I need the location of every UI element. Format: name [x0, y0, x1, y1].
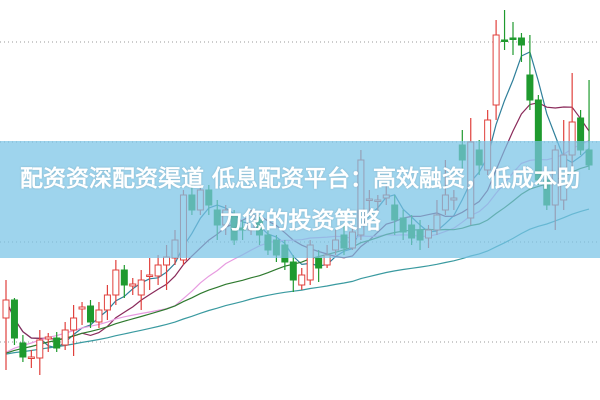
candle-body — [103, 294, 111, 311]
candle-body — [509, 37, 517, 40]
candle-body — [298, 274, 306, 286]
candle-body — [2, 299, 10, 319]
candle-body — [44, 336, 52, 340]
candle — [526, 35, 534, 110]
candle-body — [36, 339, 44, 359]
candle-body — [289, 261, 297, 281]
candle — [2, 280, 10, 370]
candle — [19, 335, 27, 362]
candle — [53, 332, 61, 352]
candle-body — [501, 39, 509, 42]
candle-body — [19, 342, 27, 358]
candle-body — [53, 337, 61, 349]
candle — [289, 255, 297, 292]
candle-body — [129, 283, 137, 287]
candle — [10, 298, 18, 345]
candle — [61, 322, 69, 350]
candle — [517, 33, 525, 62]
candle-body — [315, 257, 323, 269]
candle — [70, 305, 78, 356]
candle — [298, 268, 306, 290]
candle — [112, 260, 120, 305]
candle — [44, 333, 52, 352]
candle-body — [87, 305, 94, 323]
candle-body — [112, 269, 120, 296]
candle — [27, 350, 35, 368]
candle — [36, 330, 44, 375]
candle — [95, 302, 103, 328]
candle — [87, 300, 94, 328]
candle-body — [137, 279, 145, 296]
candle-body — [10, 299, 18, 339]
candle — [103, 285, 111, 320]
candle-body — [154, 264, 162, 277]
candle-body — [517, 37, 525, 46]
candle-body — [526, 74, 534, 101]
candle — [120, 265, 128, 298]
candle — [154, 255, 162, 285]
candle-body — [78, 306, 86, 310]
candle-body — [70, 317, 78, 331]
candle-body — [163, 256, 171, 266]
candle-body — [61, 329, 69, 346]
ma5-line — [5, 51, 590, 349]
title-banner: 配资资深配资渠道 低息配资平台：高效融资，低成本助力您的投资策略 — [0, 141, 600, 258]
candle — [129, 278, 137, 295]
candle — [509, 22, 517, 55]
candle — [501, 10, 509, 50]
candle — [137, 270, 145, 310]
candle — [78, 302, 86, 325]
candle — [146, 258, 154, 290]
candle-body — [95, 309, 103, 323]
candle-body — [492, 34, 500, 106]
candle — [492, 20, 500, 120]
candle-body — [27, 356, 35, 359]
candle-body — [146, 274, 154, 277]
candle-body — [120, 269, 128, 286]
page-title: 配资资深配资渠道 低息配资平台：高效融资，低成本助力您的投资策略 — [20, 165, 581, 234]
